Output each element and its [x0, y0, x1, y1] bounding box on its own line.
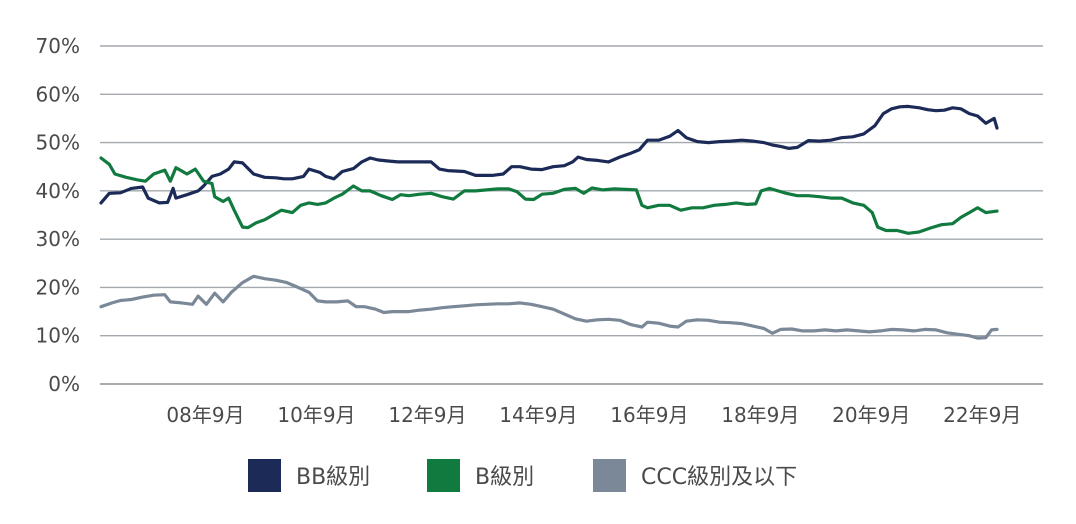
y-tick-label: 0%: [48, 372, 80, 396]
x-tick-label: 08年9月: [166, 403, 244, 427]
x-tick-label: 14年9月: [499, 403, 577, 427]
x-tick-label: 18年9月: [721, 403, 799, 427]
y-axis-ticks: 0% 10% 20% 30% 40% 50% 60% 70%: [36, 34, 80, 396]
x-axis-ticks: 08年9月 10年9月 12年9月 14年9月 16年9月 18年9月 20年9月 22年9月: [166, 403, 1021, 427]
y-tick-label: 50%: [36, 131, 80, 155]
x-tick-label: 12年9月: [388, 403, 466, 427]
y-tick-label: 70%: [36, 34, 80, 58]
legend-swatch: [593, 459, 626, 492]
legend-label: CCC級別及以下: [641, 465, 797, 490]
legend-label: B級別: [475, 465, 534, 490]
legend: BB級別 B級別 CCC級別及以下: [248, 459, 797, 492]
legend-swatch: [248, 459, 281, 492]
x-tick-label: 10年9月: [277, 403, 355, 427]
gridlines: [100, 45, 1043, 385]
series-line-1: [99, 156, 999, 235]
x-tick-label: 16年9月: [610, 403, 688, 427]
series-line-2: [99, 274, 999, 340]
y-tick-label: 30%: [36, 227, 80, 251]
y-tick-label: 60%: [36, 82, 80, 106]
series-line-0: [99, 104, 999, 205]
legend-label: BB級別: [296, 465, 370, 490]
x-tick-label: 20年9月: [832, 403, 910, 427]
y-tick-label: 40%: [36, 179, 80, 203]
x-tick-label: 22年9月: [943, 403, 1021, 427]
series-lines: [99, 104, 999, 340]
legend-swatch: [427, 459, 460, 492]
y-tick-label: 20%: [36, 275, 80, 299]
y-tick-label: 10%: [36, 324, 80, 348]
